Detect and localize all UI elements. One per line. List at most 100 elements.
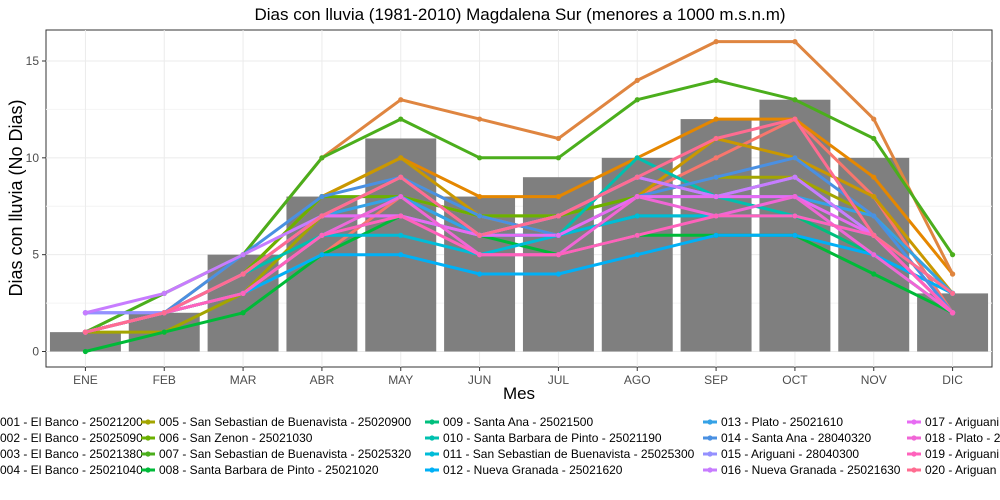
series-point-8 [82,348,89,355]
bar-dic [917,293,989,352]
series-point-19 [398,213,404,219]
series-point-20 [476,232,483,238]
x-tick-label: MAY [388,373,413,387]
series-point-12 [792,232,798,238]
y-tick-label: 0 [32,345,39,359]
series-point-14 [871,213,877,219]
series-point-2 [476,193,483,200]
legend-item-20: 020 - Ariguan [907,463,996,477]
series-point-2 [555,193,562,200]
legend-label: 019 - Ariguani [925,447,999,461]
series-point-20 [240,271,246,277]
series-point-17 [713,193,719,200]
series-point-7 [949,252,956,258]
legend-item-10: 010 - Santa Barbara de Pinto - 25021190 [425,431,662,445]
y-tick-label: 10 [26,151,40,165]
series-point-14 [713,174,719,180]
series-point-7 [634,97,640,103]
x-tick-label: DIC [942,373,963,387]
legend-label: 001 - El Banco - 25021200 [0,415,143,429]
series-point-19 [634,232,640,238]
legend-key-point [911,435,917,441]
legend-item-19: 019 - Ariguani [907,447,999,461]
series-point-7 [713,77,719,83]
x-tick-label: FEB [153,373,176,387]
y-tick-label: 5 [32,248,39,262]
series-point-20 [713,135,719,142]
legend-label: 018 - Plato - 2 [925,431,1000,445]
series-point-20 [319,213,325,219]
series-point-19 [949,310,956,316]
legend-label: 005 - San Sebastian de Buenavista - 2502… [159,415,412,429]
legend-label: 008 - Santa Barbara de Pinto - 25021020 [159,463,379,477]
series-point-2 [871,174,877,180]
series-point-20 [634,174,640,180]
legend-label: 012 - Nueva Granada - 25021620 [443,463,623,477]
series-point-3 [555,135,562,142]
series-point-14 [792,155,798,161]
y-axis-title: Dias con lluvia (No Dias) [6,99,26,296]
series-point-12 [713,232,719,238]
x-axis-title: Mes [503,384,535,403]
x-tick-label: ABR [310,373,335,387]
bar-layer [49,99,989,352]
legend-key-point [429,467,435,473]
series-point-11 [398,232,404,238]
series-point-3 [949,271,956,277]
series-point-7 [319,155,325,161]
series-point-8 [240,310,246,316]
series-point-20 [398,174,404,180]
legend-label: 006 - San Zenon - 25021030 [159,431,313,445]
series-point-7 [555,155,562,161]
series-point-4 [871,193,877,200]
legend-label: 003 - El Banco - 25021380 [0,447,143,461]
legend-key-point [707,435,713,441]
series-point-12 [476,271,483,277]
legend-key-point [145,451,151,457]
series-point-20 [82,329,89,335]
y-axis-ticks: 0 5 10 15 [26,54,46,359]
x-axis-ticks: ENE FEB MAR ABR MAY JUN JUL AGO SEP OCT NOV DIC [73,367,963,387]
series-point-20 [871,232,877,238]
series-point-16 [240,252,246,258]
legend-label: 002 - El Banco - 25025090 [0,431,143,445]
legend-label: 007 - San Sebastian de Buenavista - 2502… [159,447,412,461]
legend-item-7: 007 - San Sebastian de Buenavista - 2502… [141,447,412,461]
legend-item-3: 003 - El Banco - 25021380 [0,447,143,461]
y-tick-label: 15 [26,54,40,68]
legend-item-8: 008 - Santa Barbara de Pinto - 25021020 [141,463,379,477]
legend-key-point [707,451,713,457]
line-layer [84,40,954,353]
legend-label: 015 - Ariguani - 28040300 [721,447,859,461]
point-layer [82,39,956,355]
legend-item-13: 013 - Plato - 25021610 [703,415,843,429]
series-line-19 [85,214,954,334]
series-point-19 [476,252,483,258]
x-tick-label: JUL [548,373,570,387]
legend-label: 011 - San Sebastian de Buenavista - 2502… [443,447,695,461]
legend-key-point [707,419,713,425]
x-tick-label: AGO [624,373,651,387]
series-point-8 [161,329,167,335]
legend-key-point [429,435,435,441]
series-point-16 [161,290,167,297]
series-point-18 [398,193,404,200]
series-point-19 [240,290,246,297]
series-point-20 [555,213,562,219]
legend-key-point [429,419,435,425]
legend-label: 004 - El Banco - 25021040 [0,463,143,477]
legend-label: 017 - Ariguani [925,415,999,429]
legend-key-point [429,451,435,457]
legend-item-2: 002 - El Banco - 25025090 [0,431,143,445]
legend-label: 016 - Nueva Granada - 25021630 [721,463,901,477]
series-point-4 [398,155,404,161]
legend-label: 014 - Santa Ana - 28040320 [721,431,871,445]
x-tick-label: JUN [468,373,491,387]
series-point-3 [871,116,877,122]
legend-item-11: 011 - San Sebastian de Buenavista - 2502… [425,447,695,461]
series-point-12 [634,252,640,258]
series-point-20 [792,116,798,122]
legend-item-16: 016 - Nueva Granada - 25021630 [703,463,901,477]
legend-label: 009 - Santa Ana - 25021500 [443,415,593,429]
series-point-3 [792,39,798,45]
